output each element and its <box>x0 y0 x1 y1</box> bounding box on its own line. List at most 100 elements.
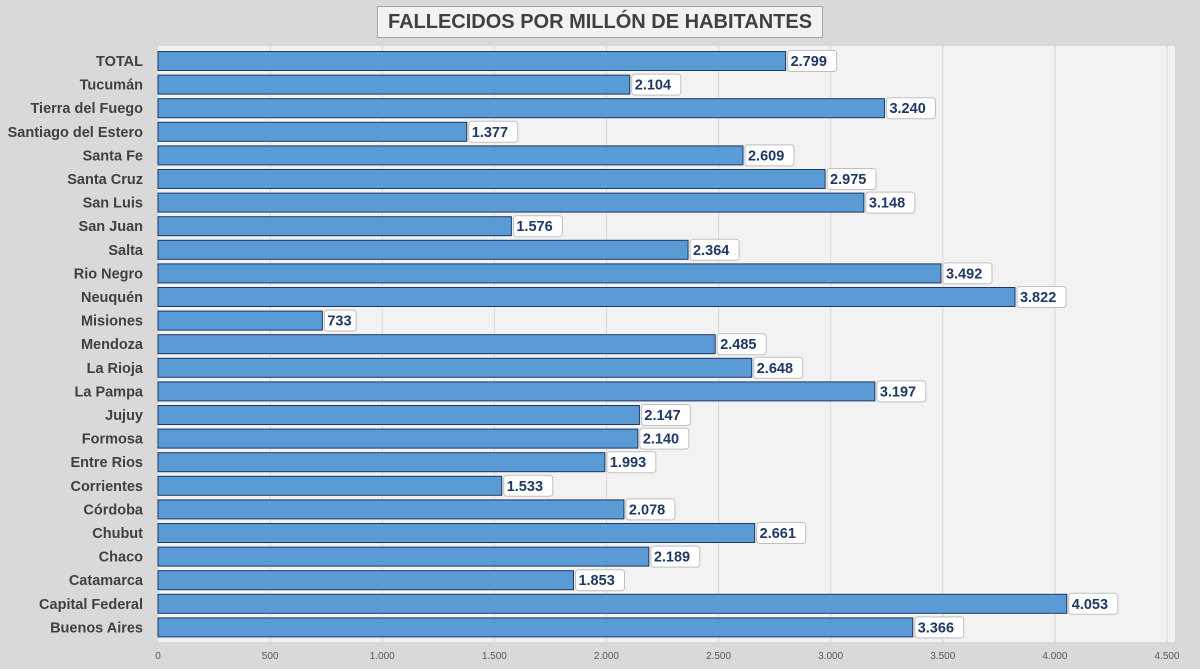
data-label-box <box>639 427 690 450</box>
data-label: 3.822 <box>1016 286 1067 308</box>
data-label: 2.485 <box>716 333 767 356</box>
data-label: 1.576 <box>512 215 563 238</box>
data-label-box <box>756 522 807 544</box>
data-label-text: 3.366 <box>918 620 954 636</box>
data-label: 3.148 <box>865 191 916 214</box>
data-label-box <box>323 309 357 332</box>
bar <box>157 617 914 638</box>
data-label-text: 2.147 <box>644 408 680 424</box>
data-label-box <box>865 191 916 214</box>
category-label: Chaco <box>99 550 143 566</box>
data-label-text: 2.364 <box>693 243 729 259</box>
data-label: 2.078 <box>625 498 676 521</box>
data-label: 3.197 <box>876 380 927 403</box>
data-label-box <box>914 616 965 639</box>
data-label: 1.533 <box>503 474 554 497</box>
category-label: Chubut <box>92 526 143 542</box>
data-label: 733 <box>323 309 357 332</box>
data-label-box <box>640 404 691 426</box>
data-label-text: 3.240 <box>889 101 925 117</box>
bars <box>157 51 1068 638</box>
bar <box>157 405 640 425</box>
data-label-text: 2.609 <box>748 148 784 164</box>
data-label-box <box>753 356 804 379</box>
data-label-box <box>876 380 927 403</box>
x-tick-label: 4.500 <box>1154 651 1179 662</box>
value-labels: 2.799 2.104 3.240 1.377 2.609 2.975 3.148 1.576… <box>323 50 1119 639</box>
category-label: San Luis <box>83 196 143 212</box>
x-axis-tick-labels: 0 500 1.000 1.500 2.000 2.500 3.000 3.500 4.000 4… <box>155 651 1180 662</box>
bar <box>157 475 503 496</box>
data-label: 2.104 <box>631 73 682 96</box>
data-label: 3.366 <box>914 616 965 639</box>
data-label: 2.189 <box>650 545 701 568</box>
data-label: 1.377 <box>468 120 519 143</box>
category-label: Formosa <box>82 432 144 448</box>
data-label-text: 2.189 <box>654 550 690 566</box>
data-label-box <box>631 73 682 96</box>
category-label: Capital Federal <box>39 597 143 613</box>
bar <box>157 287 1016 307</box>
bar <box>157 334 716 355</box>
data-label-text: 1.853 <box>578 573 614 589</box>
category-label: Mendoza <box>81 337 144 353</box>
data-label-box <box>625 498 676 521</box>
data-label: 4.053 <box>1068 592 1119 615</box>
x-tick-label: 500 <box>262 651 279 662</box>
data-label: 3.492 <box>942 262 993 285</box>
bar <box>157 169 826 189</box>
data-label: 2.364 <box>689 238 740 261</box>
bar <box>157 121 468 142</box>
x-tick-label: 2.000 <box>594 651 619 662</box>
category-label: Santa Cruz <box>67 172 143 188</box>
data-label-text: 1.993 <box>610 455 646 471</box>
data-label-box <box>1016 286 1067 308</box>
category-label: La Rioja <box>87 361 144 377</box>
data-label-box <box>503 474 554 497</box>
data-label-text: 3.148 <box>869 196 905 212</box>
data-label-text: 2.078 <box>629 502 665 518</box>
bar <box>157 216 512 237</box>
data-label: 3.240 <box>885 97 936 120</box>
data-label-text: 2.104 <box>635 78 671 94</box>
category-label: San Juan <box>79 219 143 235</box>
bar <box>157 98 885 119</box>
data-label: 1.853 <box>574 569 625 592</box>
data-label: 2.147 <box>640 404 691 426</box>
bar <box>157 499 625 520</box>
bar <box>157 145 744 166</box>
data-label-text: 2.485 <box>720 337 756 353</box>
data-label-box <box>942 262 993 285</box>
bar <box>157 570 574 591</box>
category-label: Misiones <box>81 314 143 330</box>
bar <box>157 263 942 284</box>
data-label-box <box>512 215 563 238</box>
x-tick-label: 1.500 <box>482 651 507 662</box>
bar <box>157 239 689 260</box>
data-label: 2.799 <box>787 50 838 72</box>
category-label: TOTAL <box>96 54 143 70</box>
data-label-text: 2.648 <box>757 361 793 377</box>
data-label-box <box>650 545 701 568</box>
data-label: 2.975 <box>826 168 877 190</box>
bar <box>157 357 753 378</box>
x-tick-label: 2.500 <box>706 651 731 662</box>
x-tick-label: 3.500 <box>930 651 955 662</box>
bar <box>157 428 639 449</box>
bar <box>157 310 323 331</box>
data-label-text: 3.822 <box>1020 290 1056 306</box>
data-label-text: 4.053 <box>1072 597 1108 613</box>
category-label: La Pampa <box>75 384 144 400</box>
data-label-text: 3.197 <box>880 384 916 400</box>
data-label-text: 3.492 <box>946 266 982 282</box>
data-label-text: 2.799 <box>791 54 827 70</box>
data-label: 2.661 <box>756 522 807 544</box>
category-label: Entre Rios <box>70 455 143 471</box>
data-label-text: 1.533 <box>507 479 543 495</box>
bar <box>157 593 1068 614</box>
data-label-box <box>468 120 519 143</box>
data-label-box <box>787 50 838 72</box>
data-label-box <box>885 97 936 120</box>
data-label-box <box>1068 592 1119 615</box>
data-label-text: 1.377 <box>472 125 508 141</box>
